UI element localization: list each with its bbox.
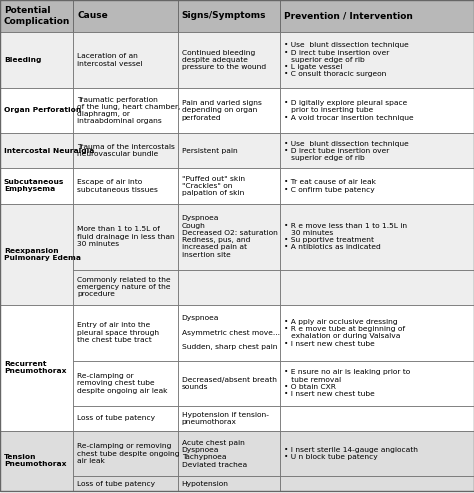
Text: Hypotension if tension-
pneumothorax: Hypotension if tension- pneumothorax — [182, 412, 269, 425]
Text: • D igitally explore pleural space
   prior to inserting tube
• A void trocar in: • D igitally explore pleural space prior… — [283, 100, 413, 121]
Text: Escape of air into
subcutaneous tissues: Escape of air into subcutaneous tissues — [77, 179, 158, 193]
Bar — [280, 133, 474, 169]
Bar — [73, 305, 178, 360]
Text: Re-clamping or
removing chest tube
despite ongoing air leak: Re-clamping or removing chest tube despi… — [77, 373, 168, 393]
Bar — [0, 204, 73, 305]
Bar — [178, 270, 280, 305]
Text: Tension
Pneumothorax: Tension Pneumothorax — [4, 455, 66, 467]
Text: Hypotension: Hypotension — [182, 481, 229, 487]
Bar — [280, 88, 474, 133]
Bar — [178, 406, 280, 431]
Bar — [73, 169, 178, 204]
Bar — [178, 133, 280, 169]
Bar — [0, 133, 73, 169]
Text: • Use  blunt dissection technique
• D irect tube insertion over
   superior edge: • Use blunt dissection technique • D ire… — [283, 42, 409, 77]
Text: Prevention / Intervention: Prevention / Intervention — [283, 11, 412, 21]
Bar — [280, 360, 474, 406]
Text: • I nsert sterile 14-gauge angiocath
• U n block tube patency: • I nsert sterile 14-gauge angiocath • U… — [283, 447, 418, 460]
Bar — [280, 204, 474, 270]
Text: Trauma of the intercostals
neurovascular bundle: Trauma of the intercostals neurovascular… — [77, 144, 175, 157]
Bar — [280, 431, 474, 476]
Text: Signs/Symptoms: Signs/Symptoms — [182, 11, 266, 21]
Bar — [178, 305, 280, 360]
Text: Dyspnoea
Cough
Decreased O2: saturation
Redness, pus, and
increased pain at
inse: Dyspnoea Cough Decreased O2: saturation … — [182, 215, 278, 258]
Bar — [73, 360, 178, 406]
Bar — [73, 32, 178, 88]
Bar — [0, 88, 73, 133]
Bar — [0, 32, 73, 88]
Bar — [178, 476, 280, 491]
Text: Dyspnoea

Asymmetric chest move...

Sudden, sharp chest pain: Dyspnoea Asymmetric chest move... Sudden… — [182, 315, 280, 350]
Bar — [0, 0, 73, 32]
Text: Continued bleeding
despite adequate
pressure to the wound: Continued bleeding despite adequate pres… — [182, 50, 266, 70]
Bar — [178, 32, 280, 88]
Bar — [280, 406, 474, 431]
Bar — [73, 0, 178, 32]
Text: Pain and varied signs
depending on organ
perforated: Pain and varied signs depending on organ… — [182, 100, 262, 121]
Bar — [73, 431, 178, 476]
Bar — [0, 169, 73, 204]
Text: Entry of air into the
pleural space through
the chest tube tract: Entry of air into the pleural space thro… — [77, 322, 160, 343]
Text: • A pply air occlusive dressing
• R e move tube at beginning of
   exhalation or: • A pply air occlusive dressing • R e mo… — [283, 319, 405, 347]
Text: Recurrent
Pneumothorax: Recurrent Pneumothorax — [4, 361, 66, 374]
Bar — [73, 270, 178, 305]
Text: Cause: Cause — [77, 11, 108, 21]
Bar — [178, 88, 280, 133]
Bar — [0, 305, 73, 431]
Text: Decreased/absent breath
sounds: Decreased/absent breath sounds — [182, 377, 277, 390]
Text: Potential
Complication: Potential Complication — [4, 6, 70, 26]
Bar — [178, 204, 280, 270]
Text: Laceration of an
intercostal vessel: Laceration of an intercostal vessel — [77, 53, 143, 67]
Bar — [178, 360, 280, 406]
Bar — [0, 431, 73, 491]
Text: Reexpansion
Pulmonary Edema: Reexpansion Pulmonary Edema — [4, 247, 81, 261]
Bar — [73, 476, 178, 491]
Text: Loss of tube patency: Loss of tube patency — [77, 416, 155, 422]
Bar — [280, 32, 474, 88]
Text: Organ Perforation: Organ Perforation — [4, 107, 81, 113]
Text: Bleeding: Bleeding — [4, 57, 41, 63]
Bar — [280, 270, 474, 305]
Text: Loss of tube patency: Loss of tube patency — [77, 481, 155, 487]
Bar — [280, 476, 474, 491]
Bar — [178, 0, 280, 32]
Text: • R e move less than 1 to 1.5L in
   30 minutes
• Su pportive treatment
• A ntib: • R e move less than 1 to 1.5L in 30 min… — [283, 223, 407, 250]
Text: Persistent pain: Persistent pain — [182, 148, 237, 154]
Bar — [178, 431, 280, 476]
Text: • E nsure no air is leaking prior to
   tube removal
• O btain CXR
• I nsert new: • E nsure no air is leaking prior to tub… — [283, 369, 410, 397]
Text: Commonly related to the
emergency nature of the
procedure: Commonly related to the emergency nature… — [77, 277, 171, 297]
Bar — [73, 133, 178, 169]
Text: • Tr eat cause of air leak
• C onfirm tube patency: • Tr eat cause of air leak • C onfirm tu… — [283, 179, 376, 193]
Text: Traumatic perforation
of the lung, heart chamber,
diaphragm, or
intraabdominal o: Traumatic perforation of the lung, heart… — [77, 97, 181, 124]
Text: Intercostal Neuralgia: Intercostal Neuralgia — [4, 148, 94, 154]
Text: More than 1 to 1.5L of
fluid drainage in less than
30 minutes: More than 1 to 1.5L of fluid drainage in… — [77, 226, 175, 247]
Bar — [280, 0, 474, 32]
Bar — [73, 204, 178, 270]
Bar — [280, 305, 474, 360]
Bar — [73, 406, 178, 431]
Bar — [73, 88, 178, 133]
Text: "Puffed out" skin
"Crackles" on
palpation of skin: "Puffed out" skin "Crackles" on palpatio… — [182, 176, 245, 196]
Text: Acute chest pain
Dyspnoea
Tachypnoea
Deviated trachea: Acute chest pain Dyspnoea Tachypnoea Dev… — [182, 440, 247, 467]
Text: • Use  blunt dissection technique
• D irect tube insertion over
   superior edge: • Use blunt dissection technique • D ire… — [283, 141, 409, 161]
Text: Subcutaneous
Emphysema: Subcutaneous Emphysema — [4, 179, 64, 192]
Bar — [178, 169, 280, 204]
Bar — [280, 169, 474, 204]
Text: Re-clamping or removing
chest tube despite ongoing
air leak: Re-clamping or removing chest tube despi… — [77, 443, 180, 464]
